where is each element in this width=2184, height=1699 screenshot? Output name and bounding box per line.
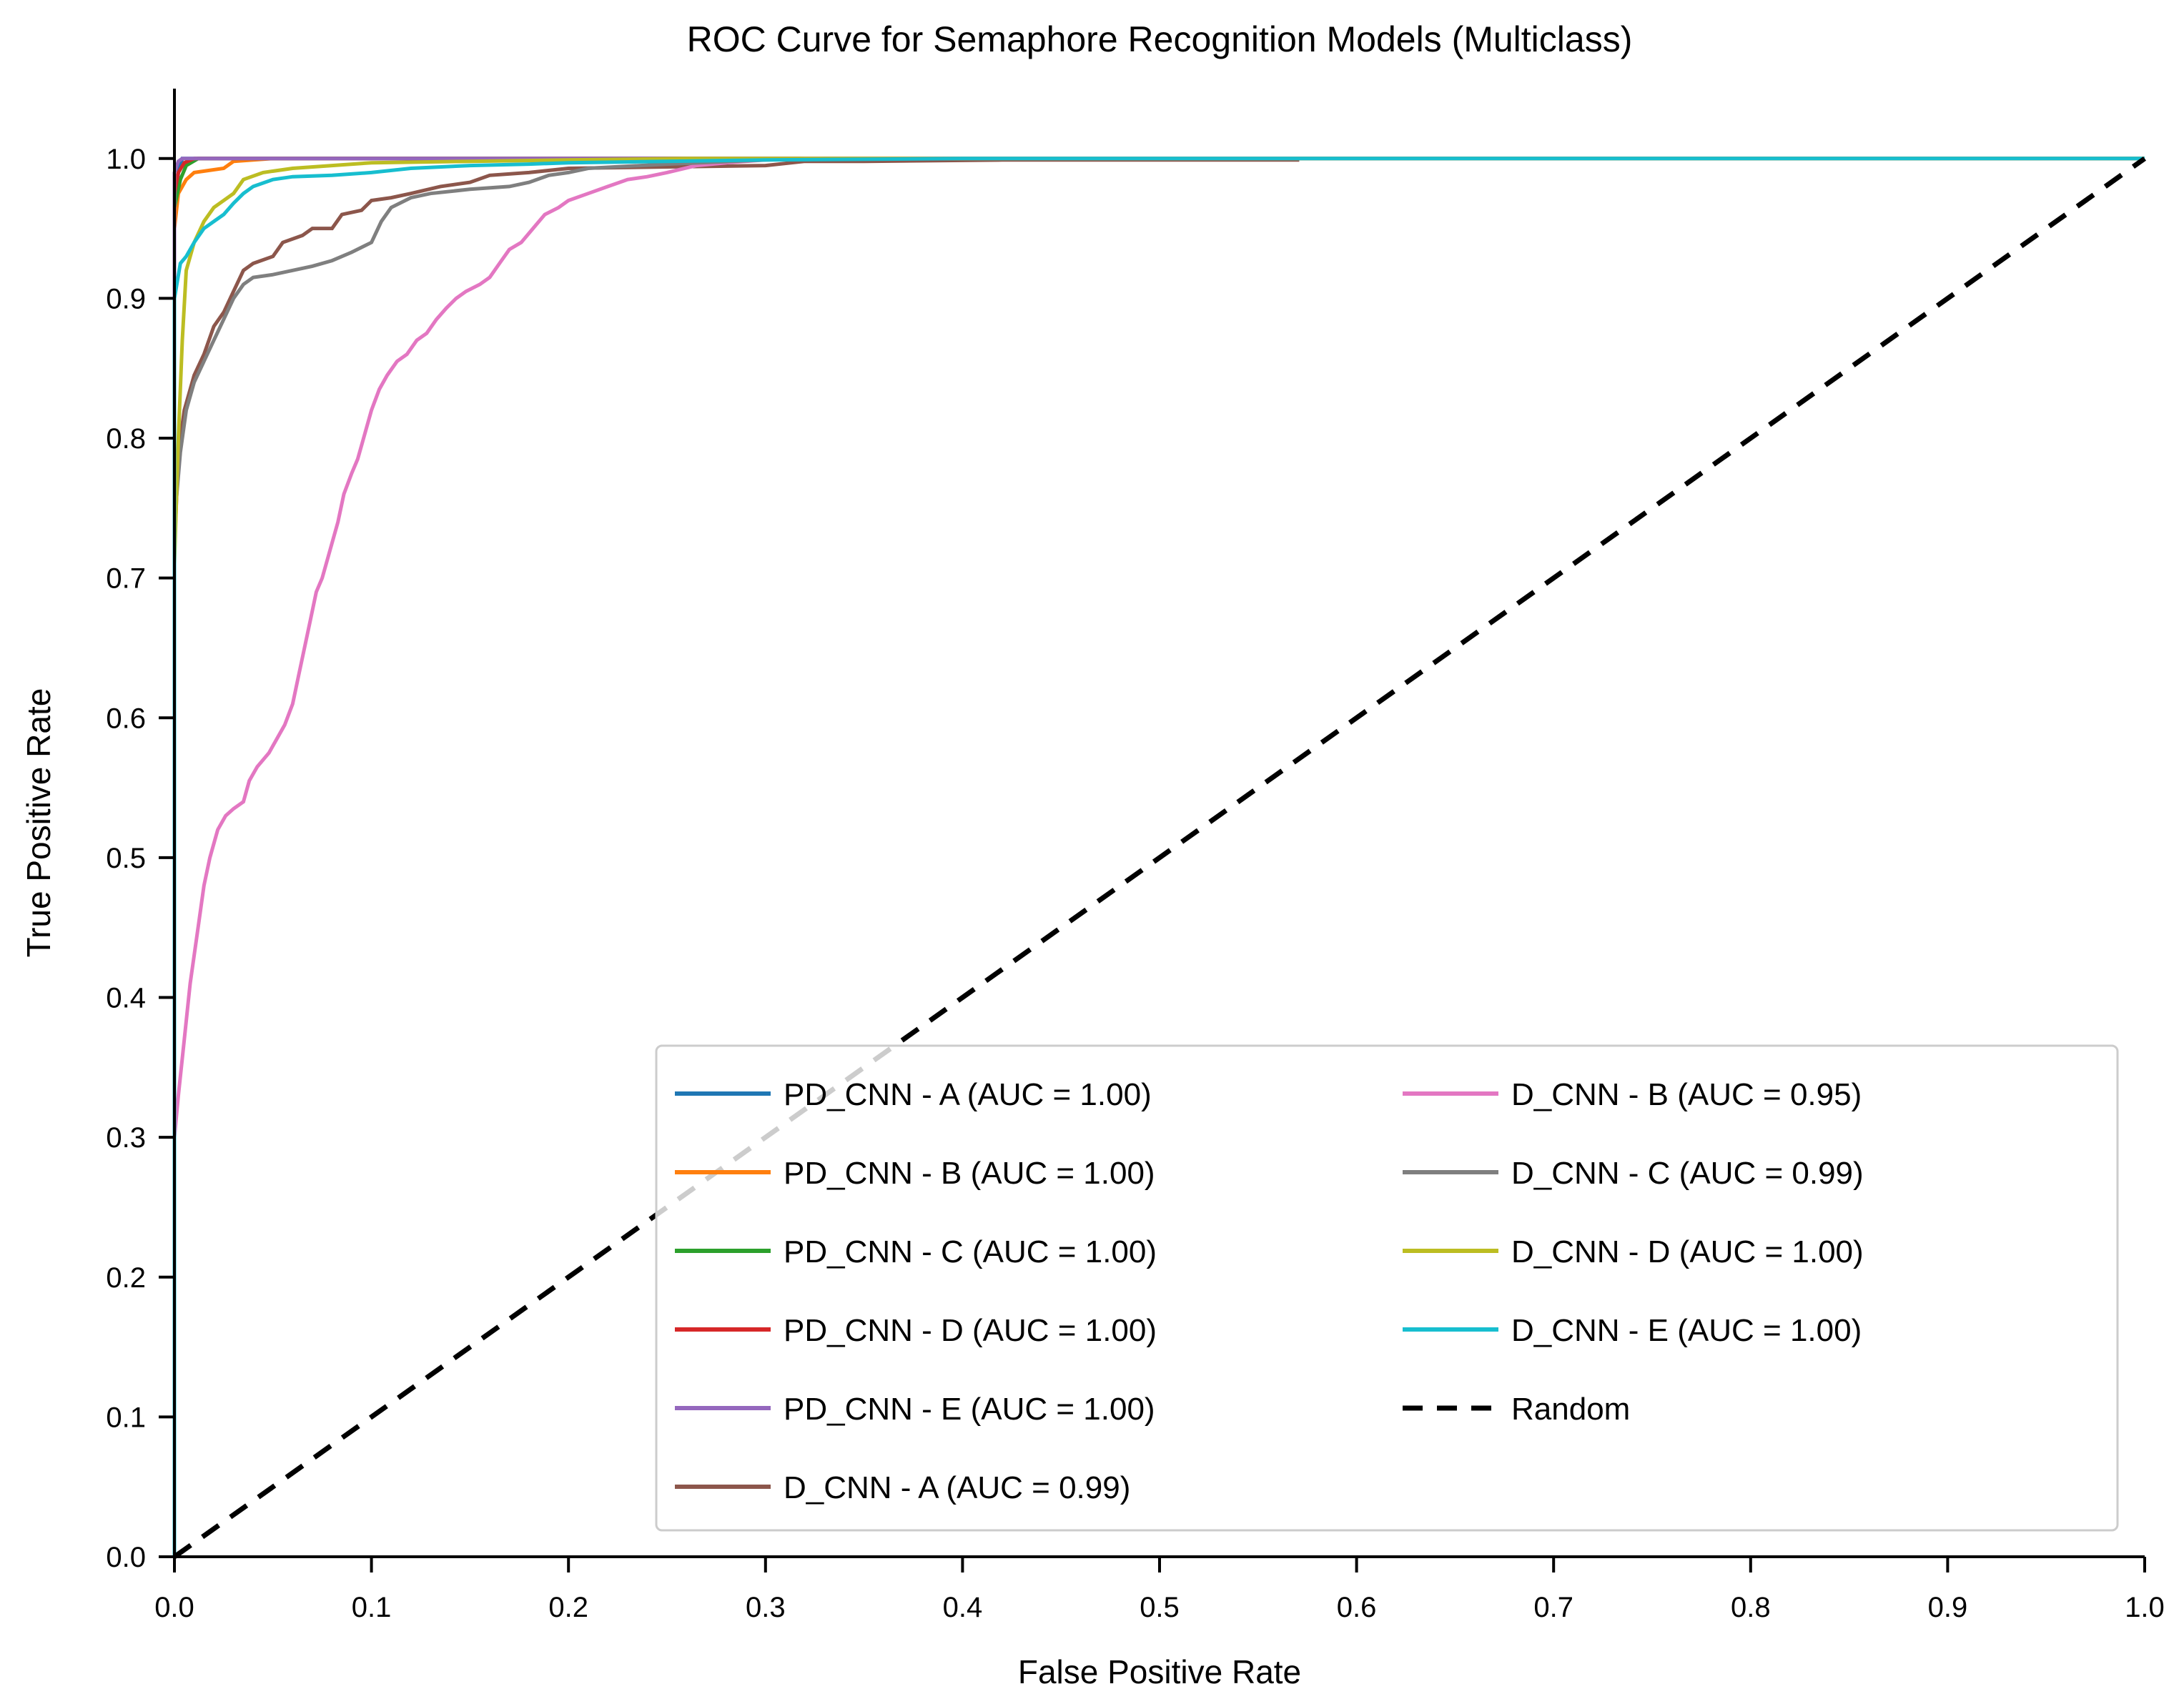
y-tick-label: 0.8 [106, 423, 146, 455]
y-tick-label: 0.9 [106, 283, 146, 314]
y-tick-label: 0.2 [106, 1262, 146, 1294]
series-line-9 [172, 157, 2145, 1557]
x-tick-label: 0.8 [1731, 1592, 1771, 1623]
y-tick-label: 0.6 [106, 703, 146, 734]
y-tick-label: 0.5 [106, 843, 146, 874]
y-tick-label: 0.7 [106, 563, 146, 595]
legend: PD_CNN - A (AUC = 1.00) PD_CNN - B (AUC =… [655, 1044, 2119, 1532]
x-tick-label: 0.4 [943, 1592, 983, 1623]
legend-label: PD_CNN - E (AUC = 1.00) [784, 1392, 1155, 1427]
legend-label: PD_CNN - C (AUC = 1.00) [784, 1234, 1157, 1269]
x-tick-label: 0.9 [1928, 1592, 1968, 1623]
legend-label: PD_CNN - D (AUC = 1.00) [784, 1313, 1157, 1348]
y-axis-label: True Positive Rate [20, 688, 57, 958]
x-tick-label: 0.1 [352, 1592, 392, 1623]
series-line-7 [172, 157, 2145, 1557]
legend-label: PD_CNN - A (AUC = 1.00) [784, 1077, 1152, 1112]
legend-box [655, 1044, 2119, 1532]
series-line-10 [172, 157, 2145, 1557]
legend-label: D_CNN - C (AUC = 0.99) [1511, 1156, 1864, 1191]
y-ticks: 0.0 0.1 0.2 0.3 0.4 0.5 0.6 0.7 0.8 0.9 1.0 [106, 144, 174, 1573]
y-tick-label: 0.1 [106, 1402, 146, 1433]
x-tick-label: 0.0 [154, 1592, 194, 1623]
y-tick-label: 1.0 [106, 144, 146, 175]
y-tick-label: 0.4 [106, 983, 146, 1014]
x-tick-label: 0.7 [1533, 1592, 1573, 1623]
legend-label: Random [1511, 1392, 1630, 1427]
series-line-6 [172, 157, 2145, 1557]
x-axis-label: False Positive Rate [1018, 1653, 1301, 1690]
legend-label: D_CNN - B (AUC = 0.95) [1511, 1077, 1862, 1112]
legend-label: D_CNN - A (AUC = 0.99) [784, 1470, 1130, 1505]
legend-label: D_CNN - E (AUC = 1.00) [1511, 1313, 1862, 1348]
x-tick-label: 0.5 [1140, 1592, 1180, 1623]
legend-label: D_CNN - D (AUC = 1.00) [1511, 1234, 1864, 1269]
chart-title: ROC Curve for Semaphore Recognition Mode… [687, 19, 1633, 59]
y-tick-label: 0.3 [106, 1122, 146, 1154]
x-tick-label: 0.3 [746, 1592, 786, 1623]
x-tick-label: 0.2 [548, 1592, 588, 1623]
y-tick-label: 0.0 [106, 1542, 146, 1573]
legend-items: PD_CNN - A (AUC = 1.00) PD_CNN - B (AUC =… [675, 1077, 1864, 1505]
x-ticks: 0.0 0.1 0.2 0.3 0.4 0.5 0.6 0.7 0.8 0.9 1.0 [154, 1557, 2165, 1623]
series-line-11 [172, 156, 2147, 1559]
x-tick-label: 0.6 [1337, 1592, 1377, 1623]
legend-label: PD_CNN - B (AUC = 1.00) [784, 1156, 1155, 1191]
series-line-8 [172, 157, 2145, 1557]
x-tick-label: 1.0 [2125, 1592, 2165, 1623]
